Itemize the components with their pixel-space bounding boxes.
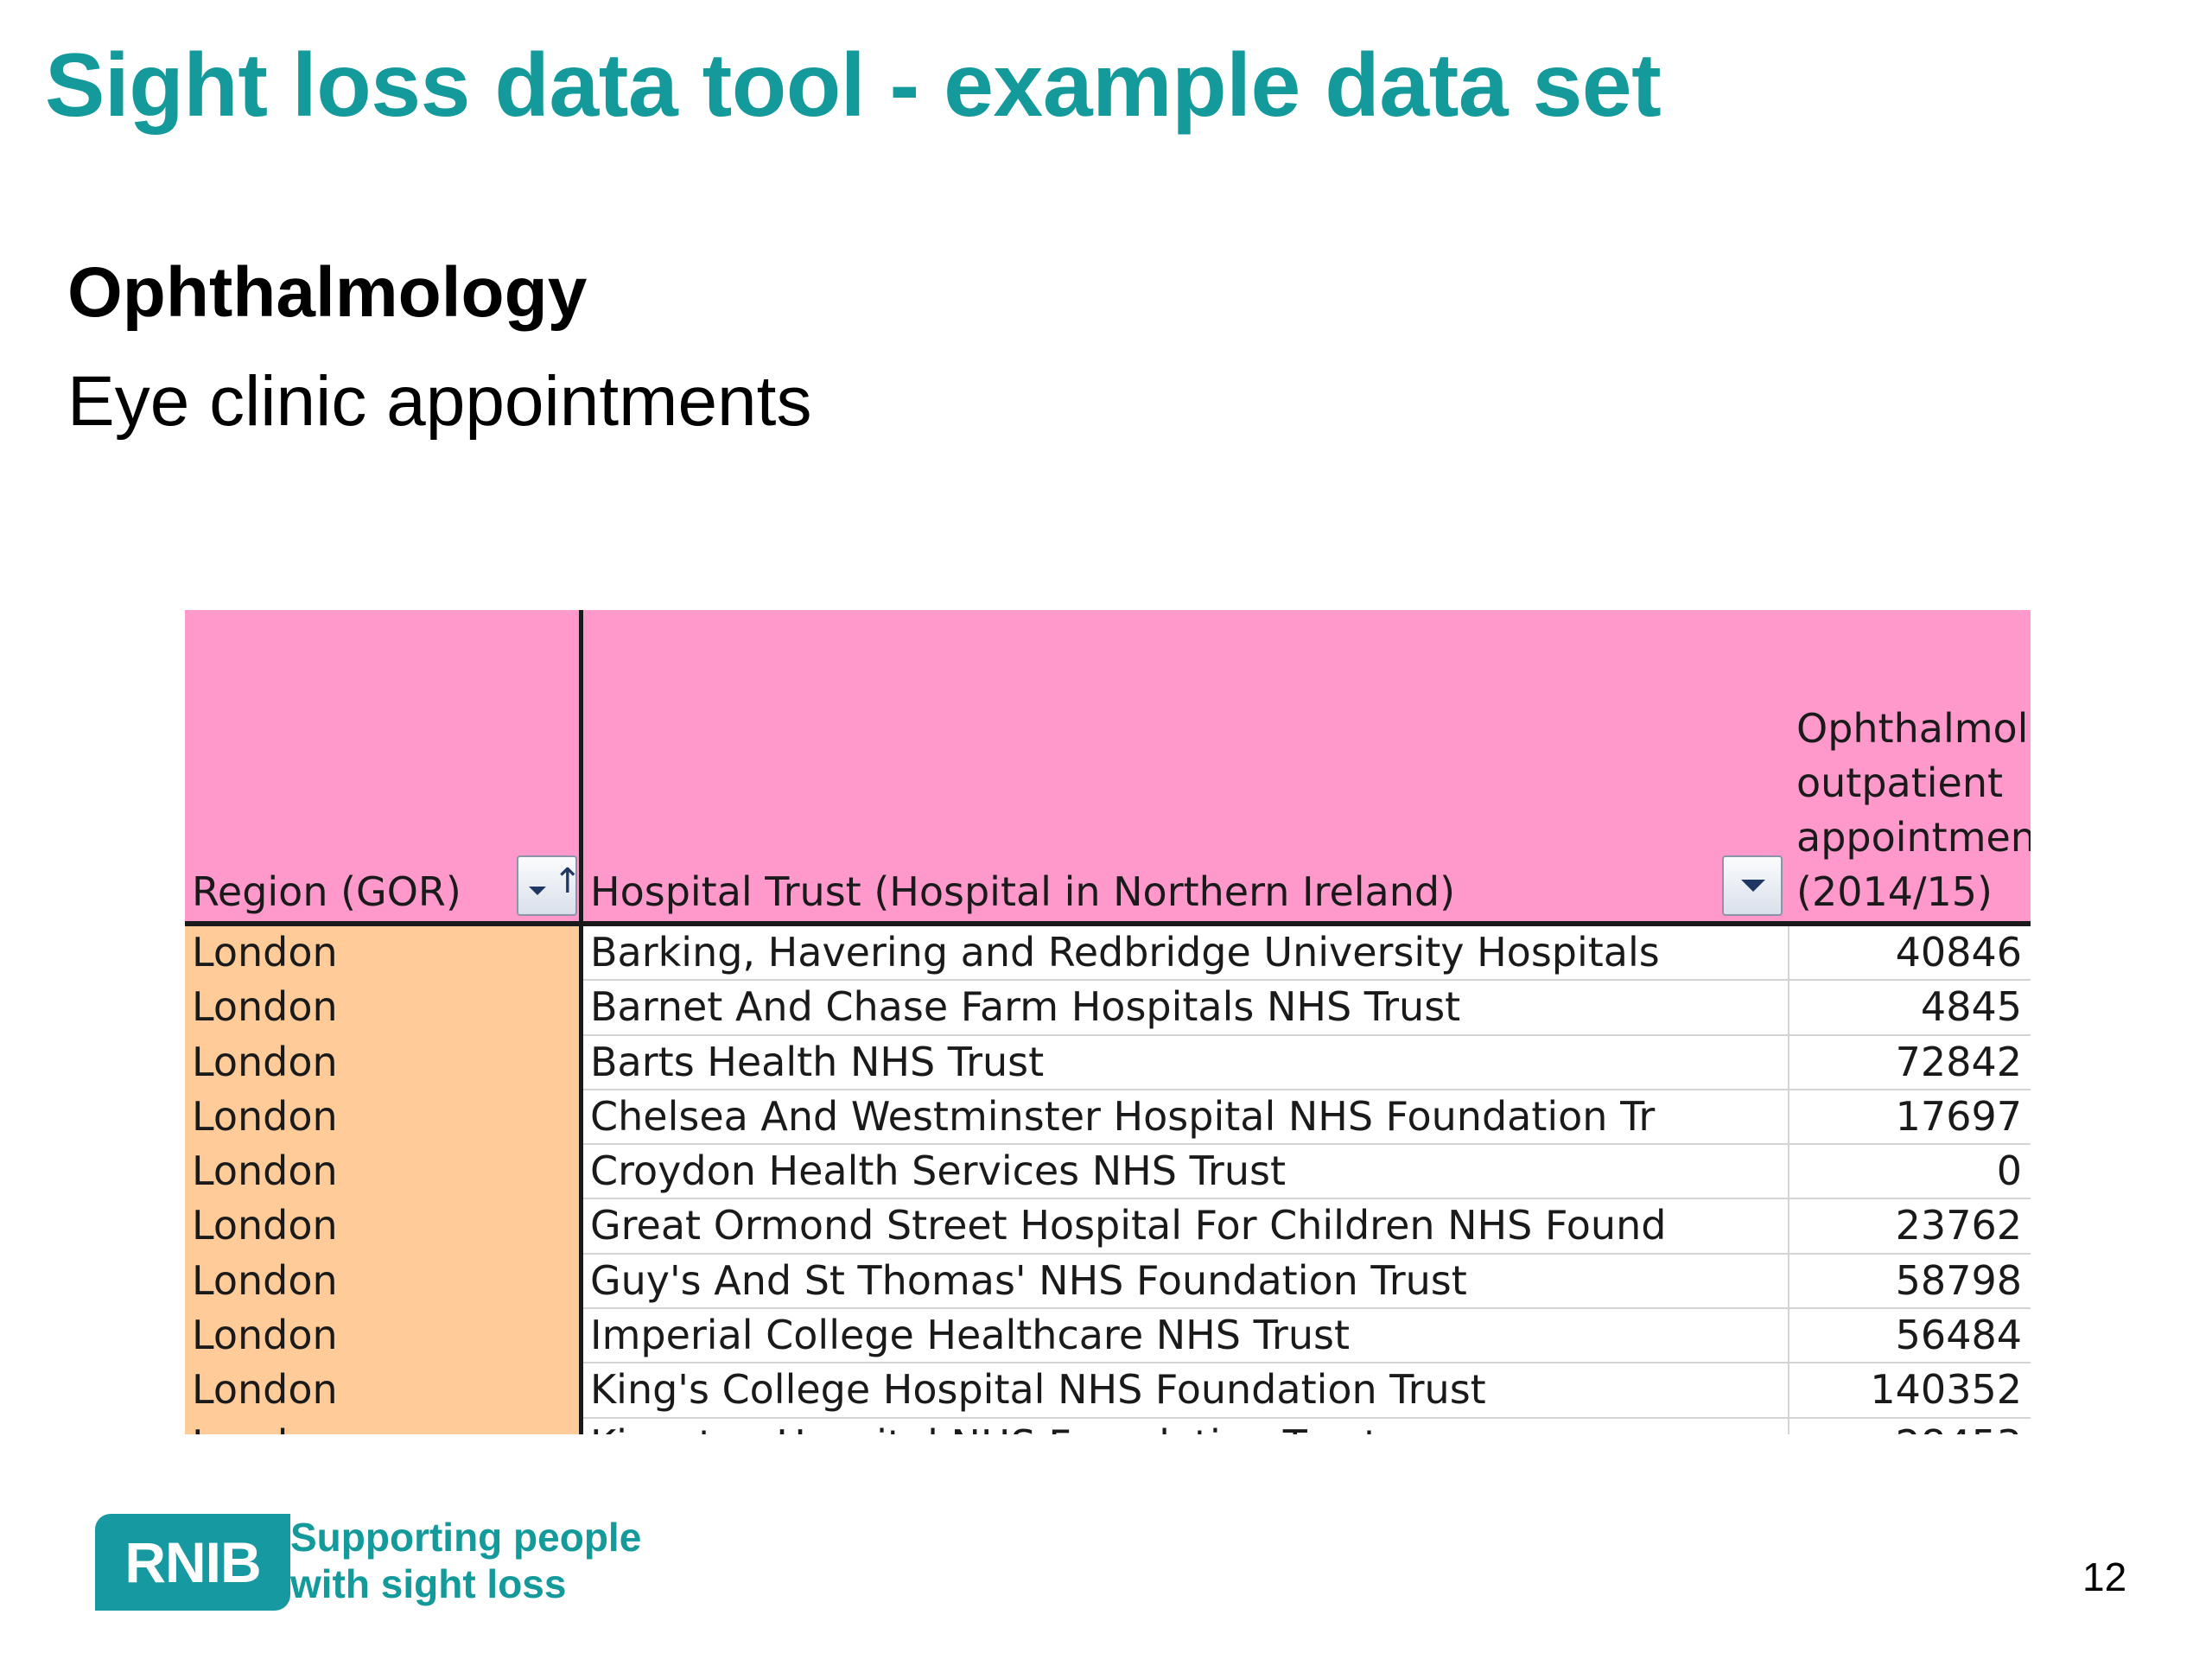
- page-number: 12: [2082, 1554, 2127, 1599]
- cell-trust[interactable]: Chelsea And Westminster Hospital NHS Fou…: [583, 1090, 1789, 1146]
- header-cell-value: Ophthalmology outpatient appointments (2…: [1789, 610, 2031, 923]
- cell-region[interactable]: London: [192, 1038, 338, 1085]
- header-label-value: Ophthalmology outpatient appointments (2…: [1796, 705, 2031, 915]
- cell-value[interactable]: 58798: [1789, 1255, 2031, 1310]
- cell-trust[interactable]: Barts Health NHS Trust: [583, 1035, 1789, 1090]
- freeze-pane-divider: [579, 610, 583, 1434]
- cell-value[interactable]: 28453: [1789, 1419, 2031, 1434]
- rnib-logo: RNIB: [95, 1514, 290, 1611]
- region-column-background: [185, 926, 579, 1434]
- table-row: London Croydon Health Services NHS Trust 0: [185, 1145, 2031, 1200]
- table-row: London Barts Health NHS Trust 72842: [185, 1035, 2031, 1090]
- cell-region[interactable]: London: [192, 1366, 338, 1414]
- cell-region[interactable]: London: [192, 1202, 338, 1249]
- cell-trust[interactable]: Croydon Health Services NHS Trust: [583, 1145, 1789, 1200]
- slide-title: Sight loss data tool - example data set: [45, 35, 1662, 136]
- table-row: London Guy's And St Thomas' NHS Foundatio…: [185, 1254, 2031, 1310]
- cell-region[interactable]: London: [192, 1312, 338, 1359]
- cell-trust[interactable]: Barking, Havering and Redbridge Universi…: [583, 926, 1789, 982]
- cell-region[interactable]: London: [192, 1256, 338, 1304]
- table-row: London Barnet And Chase Farm Hospitals NH…: [185, 981, 2031, 1036]
- section-heading: Ophthalmology: [67, 253, 588, 332]
- cell-value[interactable]: 56484: [1789, 1309, 2031, 1364]
- table-row: London Imperial College Healthcare NHS Tr…: [185, 1309, 2031, 1364]
- cell-value[interactable]: 140352: [1789, 1363, 2031, 1419]
- cell-region[interactable]: London: [185, 1419, 579, 1434]
- sort-ascending-icon: ↑: [553, 861, 582, 901]
- header-cell-trust: Hospital Trust (Hospital in Northern Ire…: [583, 610, 1789, 923]
- header-label-trust: Hospital Trust (Hospital in Northern Ire…: [590, 868, 1456, 915]
- cell-value[interactable]: 17697: [1789, 1090, 2031, 1146]
- sorted-filter-icon[interactable]: ↑: [517, 855, 582, 916]
- tagline-line-2: with sight loss: [290, 1561, 567, 1606]
- header-cell-region: Region (GOR) ↑: [185, 610, 582, 923]
- cell-value[interactable]: 40846: [1789, 926, 2031, 982]
- table-row: London Barking, Havering and Redbridge Un…: [185, 926, 2031, 982]
- table-row: London King's College Hospital NHS Founda…: [185, 1363, 2031, 1419]
- cell-trust[interactable]: Imperial College Healthcare NHS Trust: [583, 1309, 1789, 1364]
- cell-value[interactable]: 0: [1789, 1145, 2031, 1200]
- cell-trust[interactable]: Kingston Hospital NHS Foundation Trust: [583, 1418, 1789, 1434]
- logo-tagline: Supporting people with sight loss: [290, 1514, 641, 1607]
- cell-value[interactable]: 4845: [1789, 981, 2031, 1036]
- header-label-region: Region (GOR): [192, 868, 461, 915]
- header-divider: [185, 921, 2031, 926]
- dropdown-arrow-icon: [529, 887, 546, 895]
- cell-value[interactable]: 72842: [1789, 1036, 2031, 1090]
- cell-trust[interactable]: Guy's And St Thomas' NHS Foundation Trus…: [583, 1254, 1789, 1310]
- cell-trust[interactable]: King's College Hospital NHS Foundation T…: [583, 1363, 1789, 1419]
- cell-region[interactable]: London: [192, 929, 338, 976]
- table-row: London Great Ormond Street Hospital For C…: [185, 1199, 2031, 1255]
- table-row: London Chelsea And Westminster Hospital N…: [185, 1090, 2031, 1146]
- dropdown-filter-icon[interactable]: [1722, 855, 1783, 916]
- table-header-row: Region (GOR) ↑ Hospital Trust (Hospital …: [185, 610, 2031, 923]
- section-subheading: Eye clinic appointments: [67, 362, 812, 441]
- cell-region[interactable]: London: [192, 1147, 338, 1195]
- cell-value[interactable]: 23762: [1789, 1199, 2031, 1255]
- cell-trust[interactable]: Great Ormond Street Hospital For Childre…: [583, 1199, 1789, 1255]
- table-body: London Barking, Havering and Redbridge Un…: [185, 926, 2031, 1434]
- cell-region[interactable]: London: [192, 983, 338, 1031]
- table-row: London Kingston Hospital NHS Foundation T…: [185, 1418, 2031, 1434]
- cell-trust[interactable]: Barnet And Chase Farm Hospitals NHS Trus…: [583, 981, 1789, 1036]
- spreadsheet-excerpt: Region (GOR) ↑ Hospital Trust (Hospital …: [185, 610, 2031, 1434]
- cell-region[interactable]: London: [192, 1092, 338, 1140]
- dropdown-arrow-icon: [1741, 880, 1765, 892]
- tagline-line-1: Supporting people: [290, 1515, 642, 1560]
